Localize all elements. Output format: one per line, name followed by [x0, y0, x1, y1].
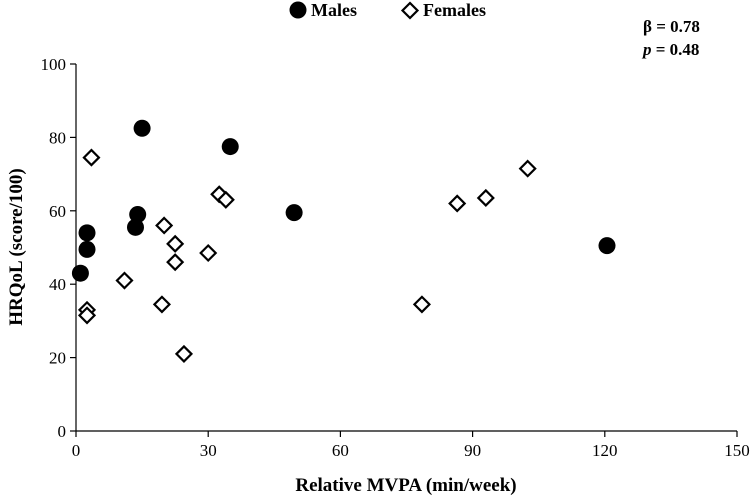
y-axis-title: HRQoL (score/100)	[6, 168, 27, 325]
male-point	[129, 205, 147, 223]
female-point	[166, 234, 185, 253]
male-point	[221, 138, 239, 156]
x-axis-ticks: 0 30 60 90 120 150	[72, 431, 750, 460]
female-point	[199, 243, 218, 263]
female-point	[174, 344, 194, 363]
x-tick-label: 30	[200, 441, 217, 460]
female-point	[166, 253, 185, 272]
y-tick-label: 60	[49, 202, 66, 221]
male-point	[71, 264, 89, 282]
stats-annotation: β = 0.78 p = 0.48	[641, 17, 700, 59]
x-tick-label: 90	[464, 441, 481, 460]
legend-marker-females	[400, 1, 420, 20]
y-tick-label: 20	[49, 349, 66, 368]
x-tick-label: 120	[592, 441, 618, 460]
y-tick-label: 40	[49, 275, 66, 294]
female-point	[152, 295, 171, 314]
male-point	[133, 119, 151, 137]
female-point	[412, 295, 431, 314]
legend-marker-males	[289, 1, 307, 19]
male-point	[78, 224, 96, 242]
legend-label-males: Males	[311, 0, 357, 20]
y-axis-ticks: 0 20 40 60 80 100	[41, 55, 76, 441]
x-tick-label: 150	[724, 441, 750, 460]
female-point	[518, 159, 537, 178]
male-point	[285, 204, 303, 222]
x-axis-title: Relative MVPA (min/week)	[295, 475, 516, 496]
y-tick-label: 100	[41, 55, 67, 74]
female-point	[216, 190, 235, 209]
legend-label-females: Females	[423, 0, 486, 20]
p-value-label: p = 0.48	[641, 40, 699, 59]
p-symbol: p	[641, 40, 652, 59]
female-point	[476, 188, 495, 208]
data-points	[71, 119, 616, 363]
male-point	[126, 218, 144, 236]
female-point	[77, 306, 97, 325]
x-tick-label: 60	[332, 441, 349, 460]
p-value: = 0.48	[652, 40, 700, 59]
beta-label: β = 0.78	[643, 17, 700, 36]
male-point	[78, 240, 96, 258]
x-tick-label: 0	[72, 441, 81, 460]
female-point	[448, 194, 467, 213]
male-point	[598, 237, 616, 255]
female-point	[155, 216, 174, 235]
y-tick-label: 80	[49, 128, 66, 147]
y-tick-label: 0	[58, 422, 67, 441]
female-point	[115, 271, 134, 290]
legend: Males Females	[289, 0, 486, 20]
female-point	[82, 148, 101, 167]
